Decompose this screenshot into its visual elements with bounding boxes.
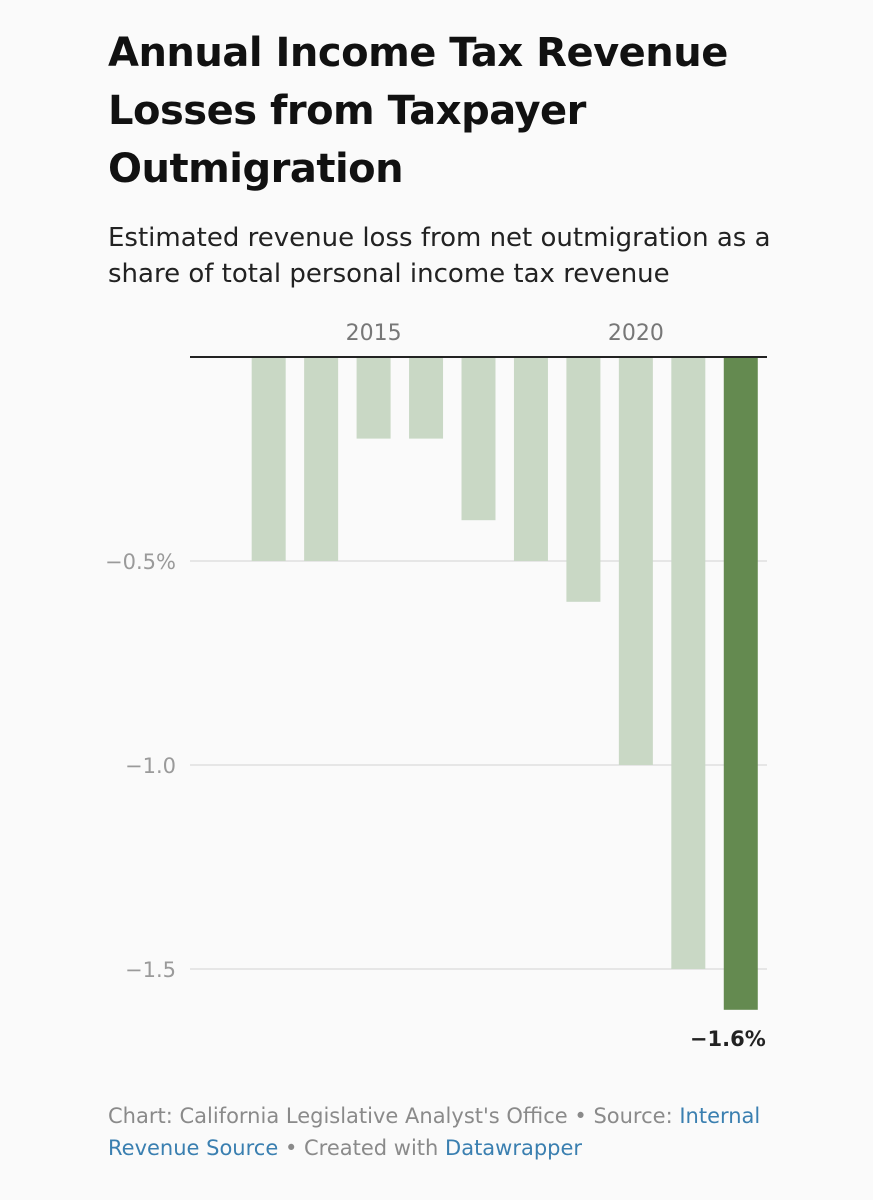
y-tick-label: −0.5% — [105, 550, 176, 574]
source-link[interactable]: Internal Revenue Source — [108, 1104, 761, 1160]
footer-separator-2: • — [278, 1136, 305, 1160]
footer-separator-1: • — [567, 1104, 594, 1128]
chart-subtitle: Estimated revenue loss from net outmigra… — [108, 223, 771, 289]
x-tick-label: 2015 — [346, 321, 402, 346]
footer-created-prefix: Created with — [304, 1136, 446, 1160]
bar-2019 — [566, 357, 601, 602]
bar-2015 — [356, 357, 391, 439]
bar-2014 — [304, 357, 339, 561]
value-label: −1.6% — [690, 1027, 766, 1051]
footer-chart-prefix: Chart: — [108, 1104, 180, 1128]
bar-2022 — [723, 357, 758, 1010]
bar-2020 — [618, 357, 653, 765]
bar-2018 — [513, 357, 548, 561]
datawrapper-link[interactable]: Datawrapper — [445, 1136, 583, 1160]
bar-chart: −0.5% −1.0 −1.5 2015 2020 −1.6% — [105, 321, 767, 1051]
y-tick-label: −1.0 — [125, 754, 176, 778]
y-tick-label: −1.5 — [125, 958, 176, 982]
bar-2016 — [409, 357, 444, 439]
bar-2017 — [461, 357, 496, 521]
chart-footer: Chart: California Legislative Analyst's … — [108, 1100, 808, 1164]
bar-2013 — [251, 357, 286, 561]
bar-2021 — [671, 357, 706, 969]
footer-chart-org: California Legislative Analyst's Office — [179, 1104, 568, 1128]
x-tick-label: 2020 — [608, 321, 664, 346]
chart-title: Annual Income Tax Revenue Losses from Ta… — [108, 30, 728, 192]
footer-source-prefix: Source: — [593, 1104, 680, 1128]
